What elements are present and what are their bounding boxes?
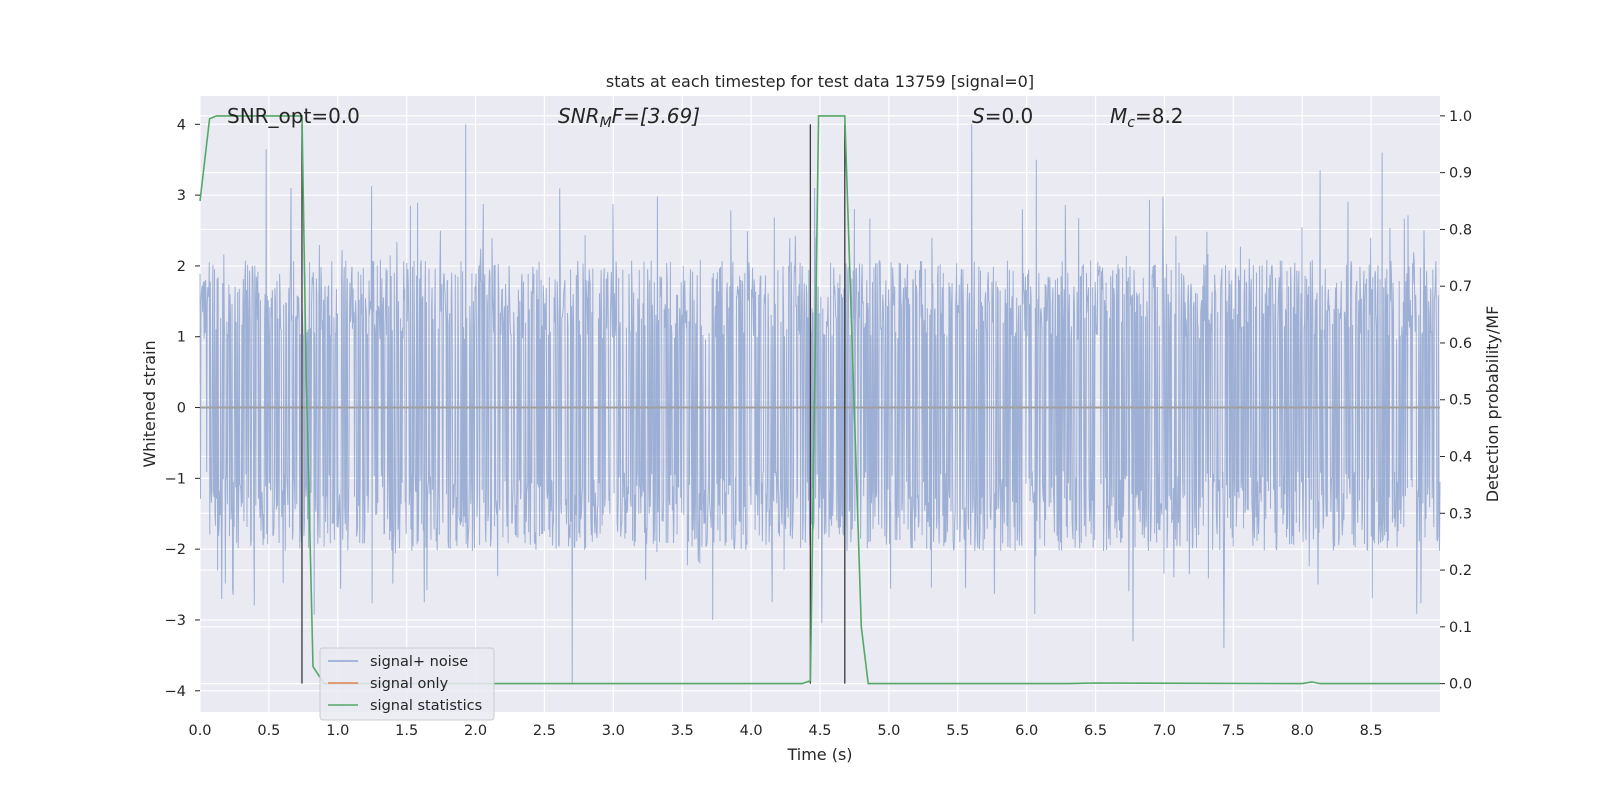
x-tick-label: 8.0 [1291, 723, 1314, 739]
legend-label-signal-only: signal only [370, 676, 449, 692]
x-tick-label: 4.5 [808, 723, 831, 739]
y-tick-label: −4 [165, 684, 186, 700]
annotation-s: S=0.0 [972, 104, 1033, 128]
x-tick-label: 8.5 [1360, 723, 1383, 739]
annotation-mc: Mc=8.2 [1110, 104, 1184, 131]
y-tick-label: 4 [177, 117, 186, 133]
chart-title: stats at each timestep for test data 137… [606, 72, 1034, 91]
y2-axis-ticks: 0.0 0.1 0.2 0.3 0.4 0.5 0.6 0.7 0.8 0.9 1.0 [1440, 109, 1472, 693]
y-tick-label: 3 [177, 188, 186, 204]
x-tick-label: 7.5 [1222, 723, 1245, 739]
x-tick-label: 4.0 [740, 723, 763, 739]
y2-tick-label: 0.4 [1449, 450, 1472, 466]
y-tick-label: 1 [177, 330, 186, 346]
signal-statistics-line [199, 115, 1440, 685]
legend-box [319, 647, 495, 721]
annotation-snr-mf: SNRMF=[3.69] [558, 104, 700, 131]
signal-statistics-series [199, 115, 1440, 685]
x-tick-label: 3.5 [671, 723, 694, 739]
x-axis-label: Time (s) [786, 745, 852, 764]
x-tick-label: 3.0 [602, 723, 625, 739]
x-tick-label: 7.0 [1153, 723, 1176, 739]
x-tick-label: 1.0 [326, 723, 349, 739]
vertical-markers [301, 124, 846, 684]
y2-tick-label: 0.8 [1449, 222, 1472, 238]
y2-tick-label: 0.9 [1449, 166, 1472, 182]
x-tick-label: 6.0 [1015, 723, 1038, 739]
y2-tick-label: 0.0 [1449, 677, 1472, 693]
x-tick-label: 2.0 [464, 723, 487, 739]
x-axis-ticks: 0.0 0.5 1.0 1.5 2.0 2.5 3.0 3.5 4.0 4.5 5.0 5.5 6.0 6… [188, 723, 1382, 739]
x-tick-label: 1.5 [395, 723, 418, 739]
y2-axis-label: Detection probability/MF [1483, 306, 1502, 503]
y-tick-label: −3 [165, 613, 186, 629]
y2-tick-label: 0.5 [1449, 393, 1472, 409]
signal-noise-line [199, 124, 1441, 684]
legend: signal+ noise signal only signal statist… [319, 647, 495, 721]
x-tick-label: 5.5 [946, 723, 969, 739]
y-tick-label: −1 [165, 471, 186, 487]
x-tick-label: 0.0 [188, 723, 211, 739]
y-tick-label: −2 [165, 542, 186, 558]
y-axis-label: Whitened strain [140, 340, 159, 467]
legend-label-signal-noise: signal+ noise [370, 654, 468, 670]
annotation-snr-opt: SNR_opt=0.0 [227, 104, 360, 128]
x-tick-label: 2.5 [533, 723, 556, 739]
y2-tick-label: 0.7 [1449, 279, 1472, 295]
y2-tick-label: 0.3 [1449, 506, 1472, 522]
y2-tick-label: 1.0 [1449, 109, 1472, 125]
y2-tick-label: 0.1 [1449, 620, 1472, 636]
x-tick-label: 6.5 [1084, 723, 1107, 739]
y2-tick-label: 0.2 [1449, 563, 1472, 579]
y-tick-label: 2 [177, 259, 186, 275]
x-tick-label: 0.5 [257, 723, 280, 739]
signal-noise-series [199, 124, 1441, 684]
x-tick-label: 5.0 [877, 723, 900, 739]
y2-tick-label: 0.6 [1449, 336, 1472, 352]
y-axis-ticks: −4 −3 −2 −1 0 1 2 3 4 [165, 117, 200, 700]
y-tick-label: 0 [177, 401, 186, 417]
legend-label-signal-statistics: signal statistics [370, 698, 482, 714]
